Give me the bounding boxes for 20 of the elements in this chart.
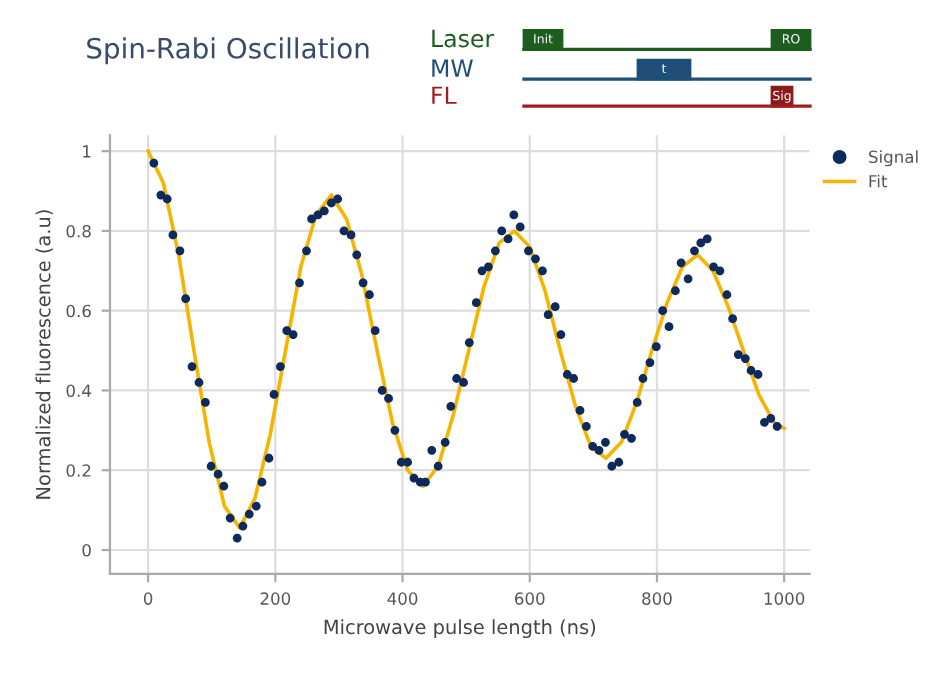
x-tick-label: 0: [143, 592, 153, 605]
y-tick-label: 1: [83, 145, 91, 158]
legend-label: Signal: [869, 150, 918, 167]
y-axis-title: Normalized fluorescence (a.u): [35, 210, 53, 499]
y-tick-label: 0.6: [66, 304, 91, 318]
x-tick-label: 1000: [764, 592, 805, 605]
y-tick-label: 0: [82, 543, 91, 557]
x-tick-label: 600: [515, 592, 545, 605]
y-tick-label: 0.4: [66, 384, 91, 398]
text: FL: [432, 86, 457, 104]
legend-label: Fit: [869, 174, 888, 188]
x-tick-label: 800: [642, 592, 672, 605]
text: MW: [432, 59, 473, 77]
y-tick-label: 0.8: [66, 224, 91, 238]
x-tick-label: 200: [260, 592, 291, 605]
y-tick-label: 0.2: [66, 464, 91, 477]
x-axis-title: Microwave pulse length (ns): [324, 619, 596, 639]
text: Laser: [432, 29, 495, 48]
x-tick-label: 400: [387, 592, 418, 605]
chart-title: Spin-Rabi Oscillation: [87, 37, 369, 65]
